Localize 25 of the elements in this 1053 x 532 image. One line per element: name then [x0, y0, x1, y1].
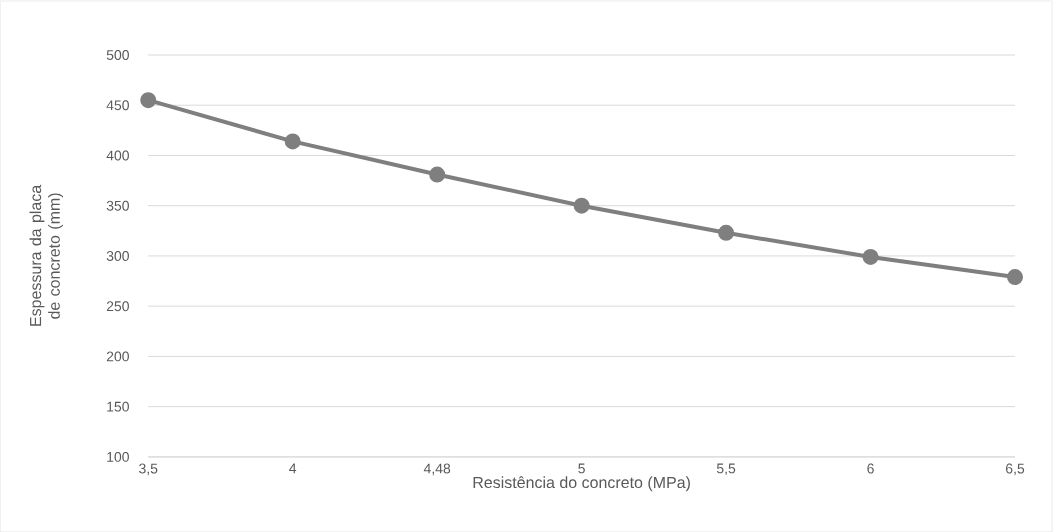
x-tick-label: 3,5 — [139, 463, 158, 476]
y-tick-label: 350 — [106, 200, 129, 211]
point — [284, 133, 301, 150]
y-tick-label: 250 — [106, 301, 129, 312]
point — [718, 224, 735, 241]
y-tick-label: 200 — [106, 351, 129, 362]
point — [140, 92, 157, 109]
point — [429, 166, 446, 183]
y-tick-label: 300 — [106, 250, 129, 261]
x-tick-label: 6 — [867, 463, 874, 474]
x-tick-label: 5,5 — [716, 463, 736, 475]
x-tick-label: 6,5 — [1005, 463, 1025, 476]
x-tick-label: 4 — [289, 463, 297, 474]
x-tick-label: 5 — [578, 463, 585, 474]
x-axis-title: Resistência do concreto (MPa) — [473, 476, 690, 492]
y-tick-label: 500 — [106, 49, 129, 60]
point — [573, 197, 590, 214]
point — [1007, 268, 1023, 285]
point — [862, 248, 879, 265]
y-tick-label: 450 — [106, 100, 129, 111]
y-tick-label: 400 — [106, 150, 129, 161]
x-tick-label: 4,48 — [423, 463, 451, 476]
y-tick-label: 150 — [107, 401, 129, 412]
y-tick-label: 100 — [107, 451, 129, 462]
y-axis-title: Espessura da placa de concreto (mm) — [29, 184, 64, 326]
